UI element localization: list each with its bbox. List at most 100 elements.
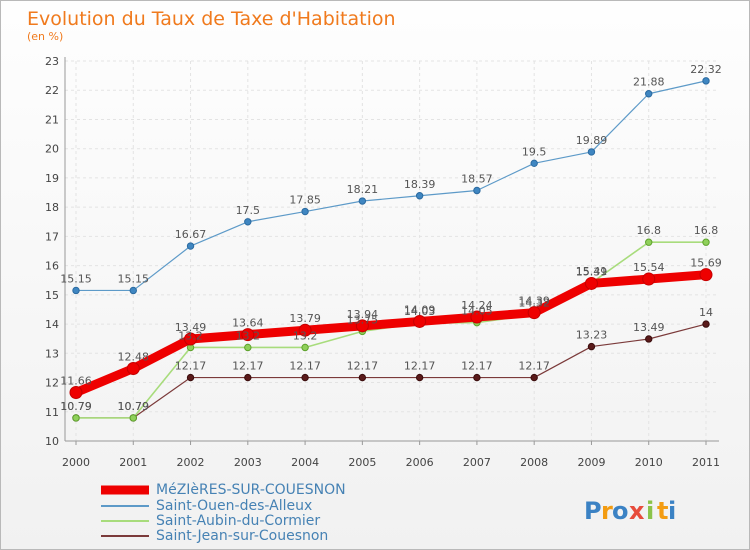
data-point [72,414,80,422]
legend-label: Saint-Jean-sur-Couesnon [156,528,328,544]
data-label: 13.79 [289,312,321,325]
x-tick-label: 2005 [348,456,376,469]
data-point [530,373,538,382]
data-label: 10.79 [60,400,92,413]
data-label: 12.17 [461,360,493,373]
data-point [129,286,137,295]
data-point [69,385,83,399]
data-point [415,373,424,382]
data-label: 14.24 [461,299,493,312]
legend-label: MéZIèRES-SUR-COUESNON [156,482,346,498]
data-point [702,77,710,85]
data-label: 13.23 [576,329,608,342]
x-tick-label: 2001 [119,456,147,469]
data-label: 18.57 [461,172,493,185]
data-label: 14.39 [518,295,550,308]
data-label: 12.17 [289,360,321,373]
data-label: 13.2 [293,329,318,342]
data-point [645,90,653,98]
data-point [413,314,427,328]
x-tick-label: 2000 [62,456,90,469]
y-tick-label: 11 [45,406,59,419]
data-point [186,242,195,250]
data-label: 13.2 [236,329,261,342]
data-label: 16.67 [175,228,207,241]
x-tick-label: 2009 [577,456,605,469]
data-point [470,310,484,324]
data-point [244,343,252,352]
data-point [584,276,598,290]
data-point [473,186,481,195]
y-tick-label: 13 [45,347,59,360]
y-tick-label: 14 [45,318,59,331]
legend-label: Saint-Aubin-du-Cormier [156,513,320,529]
logo-letter: i [668,497,676,525]
data-label: 13.75 [347,313,379,326]
data-point [587,342,596,351]
data-point [358,197,367,205]
data-point [129,414,137,422]
data-point [244,218,252,226]
logo-letter: x [629,497,645,525]
data-label: 17.5 [236,204,261,217]
logo-letter: t [657,497,668,525]
data-label: 15.39 [576,265,608,278]
data-label: 18.39 [404,178,436,191]
data-label: 14 [699,306,713,319]
data-label: 13.64 [232,317,264,330]
y-tick-label: 16 [45,260,59,273]
data-point [126,362,140,376]
data-point [186,373,195,382]
legend-label: Saint-Ouen-des-Alleux [156,498,312,514]
data-point [645,238,653,246]
y-tick-label: 12 [45,377,59,390]
data-label: 15.54 [633,261,665,274]
chart-title: Evolution du Taux de Taxe d'Habitation [27,8,396,30]
data-label: 11.66 [60,374,92,387]
data-label: 19.89 [576,134,608,147]
y-tick-label: 18 [45,201,59,214]
data-point [699,268,713,282]
data-label: 12.17 [232,360,264,373]
y-tick-label: 21 [45,113,59,126]
logo-letter: P [584,497,602,525]
y-tick-label: 15 [45,289,59,302]
x-tick-label: 2011 [692,456,720,469]
data-label: 12.17 [175,360,207,373]
data-label: 15.41 [576,265,608,278]
logo-letter: r [601,497,613,525]
series-line [74,270,707,397]
data-label: 12.17 [404,360,436,373]
data-point [530,159,538,168]
y-tick-label: 23 [45,55,59,68]
data-label: 16.8 [694,224,719,237]
y-tick-label: 17 [45,230,59,243]
data-label: 16.8 [636,224,661,237]
series-line [76,323,707,419]
data-label: 14.32 [518,297,550,310]
x-tick-label: 2008 [520,456,548,469]
x-tick-label: 2006 [406,456,434,469]
data-label: 13.94 [347,308,379,321]
data-label: 10.79 [118,400,150,413]
data-point [72,286,80,295]
data-point [642,272,656,286]
data-label: 15.69 [690,257,722,270]
data-label: 19.5 [522,145,547,158]
logo-letter: o [612,497,629,525]
data-label: 10.79 [118,400,150,413]
data-point [184,332,198,346]
y-tick-label: 19 [45,172,59,185]
x-tick-label: 2003 [234,456,262,469]
data-point [301,373,309,382]
data-label: 22.32 [690,63,722,76]
y-tick-label: 22 [45,84,59,97]
data-point [702,320,710,328]
data-point [355,319,369,333]
x-tick-label: 2002 [177,456,205,469]
data-label: 17.85 [289,194,321,207]
data-label: 13.2 [178,329,203,342]
x-tick-label: 2007 [463,456,491,469]
